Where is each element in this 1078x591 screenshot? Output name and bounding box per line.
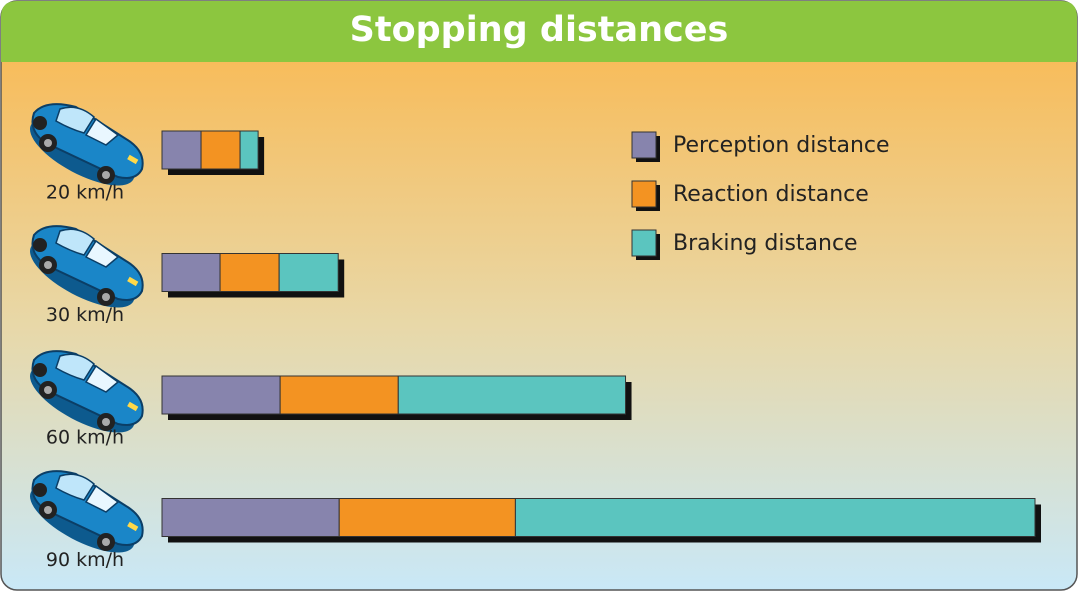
- legend-swatch: [631, 180, 657, 208]
- category-label: 90 km/h: [46, 549, 124, 571]
- chart-title: Stopping distances: [350, 10, 729, 50]
- category-label: 30 km/h: [46, 304, 124, 326]
- legend-swatch: [631, 229, 657, 257]
- bar-segment: [219, 253, 280, 292]
- legend-swatch: [631, 131, 657, 159]
- legend-label: Reaction distance: [673, 182, 869, 207]
- bar-segment: [514, 498, 1036, 537]
- bar-segment: [161, 375, 281, 415]
- bar-segment: [200, 130, 241, 170]
- bar-segment: [161, 253, 221, 292]
- legend-label: Braking distance: [673, 231, 858, 256]
- bar-segment: [161, 498, 340, 537]
- bar-segment: [279, 375, 399, 415]
- bar-segment: [338, 498, 516, 537]
- bar-segment: [278, 253, 339, 292]
- bar-segment: [397, 375, 627, 415]
- legend-label: Perception distance: [673, 133, 890, 158]
- title-bar: [1, 1, 1077, 62]
- category-label: 20 km/h: [46, 182, 124, 204]
- category-label: 60 km/h: [46, 427, 124, 449]
- bar-segment: [239, 130, 259, 170]
- bar-segment: [161, 130, 202, 170]
